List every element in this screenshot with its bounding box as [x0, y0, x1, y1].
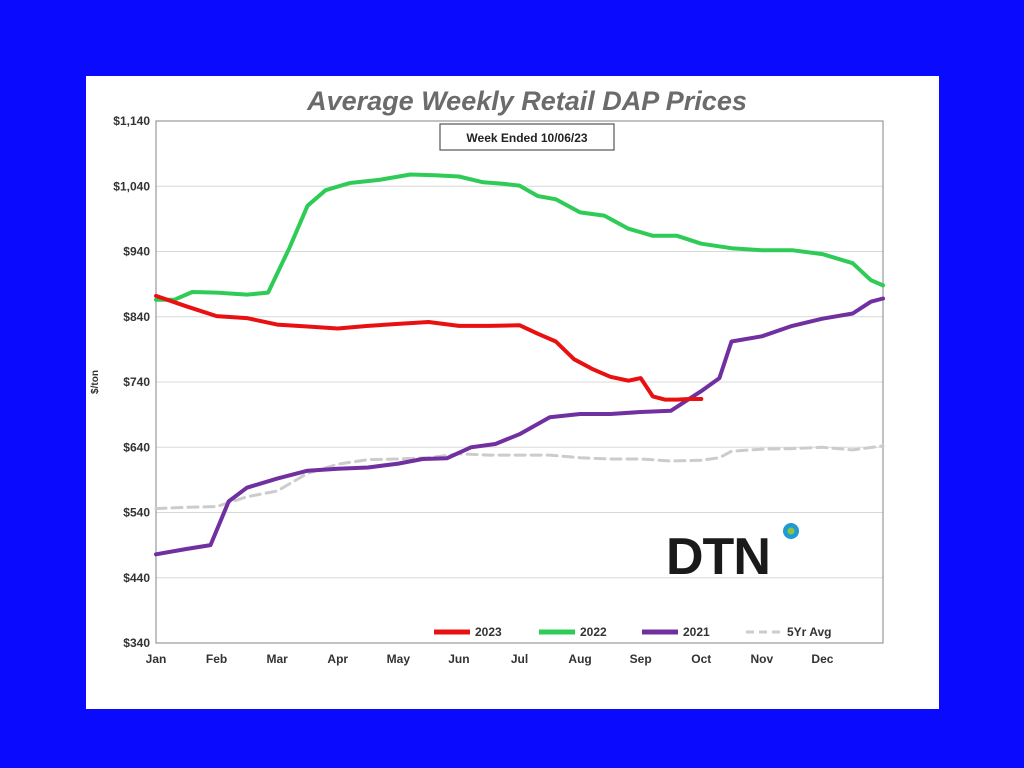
- x-tick-label: Aug: [568, 652, 591, 666]
- y-tick-label: $740: [123, 375, 150, 389]
- x-tick-label: Jun: [448, 652, 469, 666]
- legend-label: 2022: [580, 625, 607, 639]
- series-line-5yr-avg: [154, 444, 885, 511]
- y-tick-label: $440: [123, 571, 150, 585]
- legend-label: 2021: [683, 625, 710, 639]
- x-tick-label: Nov: [750, 652, 773, 666]
- x-tick-label: Apr: [327, 652, 348, 666]
- legend-label: 5Yr Avg: [787, 625, 831, 639]
- dtn-logo: DTN: [666, 523, 799, 586]
- chart-subtitle: Week Ended 10/06/23: [466, 131, 588, 145]
- x-tick-label: May: [387, 652, 411, 666]
- x-tick-label: Sep: [630, 652, 652, 666]
- y-tick-label: $1,140: [113, 114, 150, 128]
- plot-area-border: [155, 120, 884, 644]
- x-tick-label: Dec: [811, 652, 833, 666]
- x-tick-label: Feb: [206, 652, 227, 666]
- y-tick-label: $840: [123, 310, 150, 324]
- legend-label: 2023: [475, 625, 502, 639]
- y-tick-label: $540: [123, 506, 150, 520]
- y-axis-label: $/ton: [90, 370, 101, 394]
- chart: $340 $440 $540 $640 $740 $840 $940 $1,040 $1,140…: [90, 86, 885, 666]
- y-tick-label: $640: [123, 440, 150, 454]
- series-line-2022: [154, 172, 885, 302]
- x-tick-label: Jul: [511, 652, 528, 666]
- chart-title: Average Weekly Retail DAP Prices: [306, 86, 747, 116]
- chart-panel: $340 $440 $540 $640 $740 $840 $940 $1,040 $1,140…: [86, 76, 939, 709]
- logo-dot-center-icon: [787, 527, 795, 535]
- y-tick-label: $940: [123, 245, 150, 259]
- x-tick-label: Mar: [266, 652, 288, 666]
- week-ended-box: [439, 123, 615, 151]
- dtn-logo-text: DTN: [666, 528, 770, 586]
- y-tick-label: $1,040: [113, 179, 150, 193]
- series-line-2023: [154, 293, 704, 402]
- x-tick-label: Oct: [691, 652, 711, 666]
- series-line-2021: [154, 296, 885, 557]
- y-tick-label: $340: [123, 636, 150, 650]
- legend: 2023 2022 2021 5Yr Avg: [434, 625, 831, 639]
- x-tick-label: Jan: [146, 652, 167, 666]
